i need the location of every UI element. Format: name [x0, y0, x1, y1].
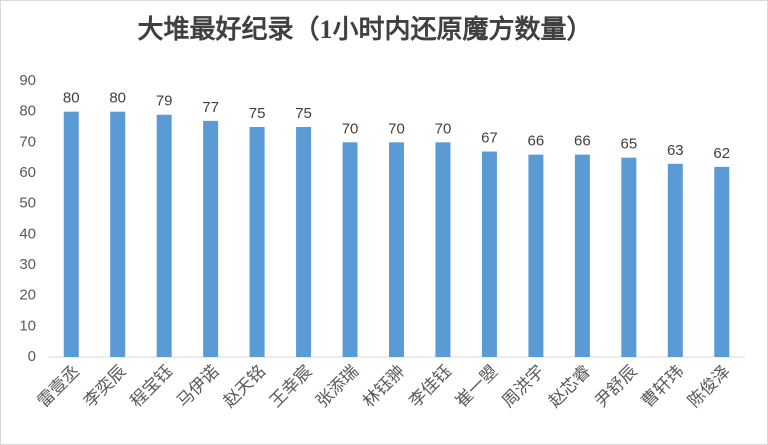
bar — [110, 111, 126, 358]
y-tick-label: 0 — [28, 348, 36, 365]
y-tick-label: 30 — [19, 256, 36, 273]
data-label: 75 — [249, 105, 266, 122]
data-label: 80 — [109, 90, 126, 107]
data-label: 66 — [528, 133, 545, 150]
data-label: 66 — [574, 133, 591, 150]
data-label: 63 — [667, 142, 684, 159]
y-tick-label: 60 — [19, 164, 36, 181]
data-label: 70 — [342, 120, 359, 137]
y-tick-label: 90 — [19, 72, 36, 89]
chart-title: 大堆最好纪录（1小时内还原魔方数量） — [137, 14, 592, 44]
data-label: 75 — [295, 105, 312, 122]
bar — [156, 114, 172, 357]
data-label: 65 — [620, 136, 637, 153]
bar — [203, 120, 219, 357]
bar — [481, 151, 497, 357]
bar — [296, 127, 312, 357]
data-label: 67 — [481, 130, 498, 147]
data-label: 79 — [156, 93, 173, 110]
y-tick-label: 20 — [19, 287, 36, 304]
bar — [342, 142, 358, 357]
bar — [574, 154, 590, 357]
bar — [389, 142, 404, 357]
data-label: 62 — [713, 145, 730, 162]
bar — [63, 111, 79, 358]
bar — [528, 154, 544, 357]
y-tick-label: 40 — [19, 225, 36, 242]
data-label: 77 — [202, 99, 219, 116]
bar — [621, 157, 637, 357]
bar — [435, 142, 451, 357]
data-label: 70 — [435, 120, 452, 137]
y-tick-label: 70 — [19, 133, 36, 150]
bar — [249, 127, 265, 357]
y-tick-label: 80 — [19, 103, 36, 120]
data-label: 80 — [63, 90, 80, 107]
bar — [714, 166, 730, 357]
y-tick-label: 10 — [19, 317, 36, 334]
y-tick-label: 50 — [19, 195, 36, 212]
data-label: 70 — [388, 120, 405, 137]
bar — [667, 163, 683, 357]
